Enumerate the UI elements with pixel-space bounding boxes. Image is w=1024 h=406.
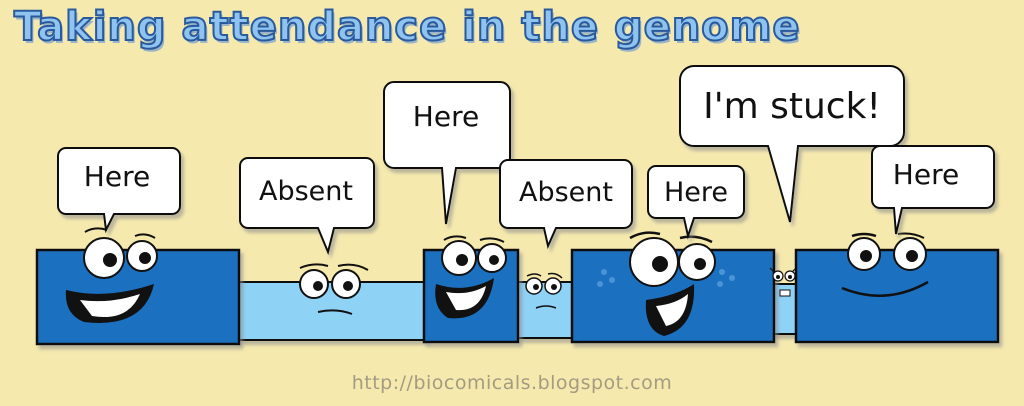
bubble-text-7: Here: [893, 158, 959, 191]
bubble-text-4: Absent: [519, 177, 613, 208]
speech-bubble-2: Absent: [239, 157, 375, 256]
strand-face-1: [299, 263, 369, 315]
stuck-face: [769, 267, 797, 297]
gene-block-1: [35, 227, 241, 346]
gene-block-4: [794, 232, 1000, 344]
comic-title: Taking attendance in the genome: [13, 3, 801, 51]
strand-face-2: [525, 272, 563, 309]
gene-block-2: [422, 235, 520, 344]
gene-block-3: [570, 231, 776, 344]
speech-bubble-3: Here: [383, 81, 511, 225]
bubble-text-1: Here: [84, 160, 150, 193]
speech-bubble-1: Here: [57, 147, 181, 234]
bubble-text-5: Here: [664, 177, 728, 208]
speech-bubble-7: Here: [871, 145, 995, 235]
bubble-text-3: Here: [413, 100, 479, 133]
speech-bubble-6: I'm stuck!: [679, 65, 905, 223]
speech-bubble-4: Absent: [499, 159, 633, 250]
source-url: http://biocomicals.blogspot.com: [351, 372, 673, 394]
speech-bubble-5: Here: [647, 165, 745, 240]
bubble-text-2: Absent: [259, 176, 353, 207]
bubble-text-6: I'm stuck!: [703, 86, 881, 127]
